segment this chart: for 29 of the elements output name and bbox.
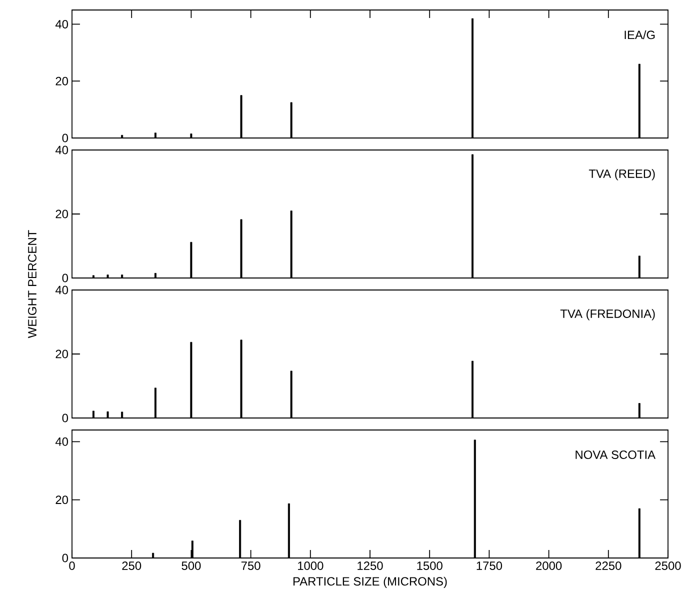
x-tick-label: 2500: [655, 562, 681, 570]
y-tick-label: 0: [62, 274, 68, 282]
x-tick-label: 750: [241, 562, 260, 570]
text: IEA/G: [624, 30, 655, 40]
x-tick-label: 1750: [476, 562, 502, 570]
x-axis-title: PARTICLE SIZE (MICRONS): [293, 576, 447, 588]
x-tick-label: 1000: [298, 562, 324, 570]
y-tick-label: 0: [62, 134, 68, 142]
y-tick-label: 20: [56, 76, 68, 86]
y-tick-label: 40: [55, 20, 68, 28]
y-tick-label: 20: [56, 350, 68, 358]
x-tick-label: 1500: [417, 562, 442, 570]
y-tick-label: 20: [56, 496, 68, 504]
text: NOVA SCOTIA: [576, 450, 656, 459]
y-tick-label: 40: [55, 437, 68, 446]
x-tick-label: 2250: [596, 562, 622, 570]
text: TVA (REED): [588, 169, 655, 180]
x-tick-label: 0: [69, 562, 75, 570]
text: TVA (FREDONIA): [560, 309, 655, 320]
y-tick-label: 40: [55, 286, 68, 294]
y-tick-label: 0: [62, 414, 68, 422]
x-tick-label: 1250: [358, 562, 383, 570]
x-tick-label: 2000: [536, 562, 562, 570]
x-tick-label: 250: [122, 562, 142, 570]
y-tick-label: 20: [56, 210, 68, 218]
y-tick-label: 40: [55, 146, 68, 154]
x-tick-label: 500: [182, 562, 201, 570]
y-tick-label: 0: [62, 554, 68, 562]
y-axis-title: WEIGHT PERCENT: [28, 230, 36, 338]
